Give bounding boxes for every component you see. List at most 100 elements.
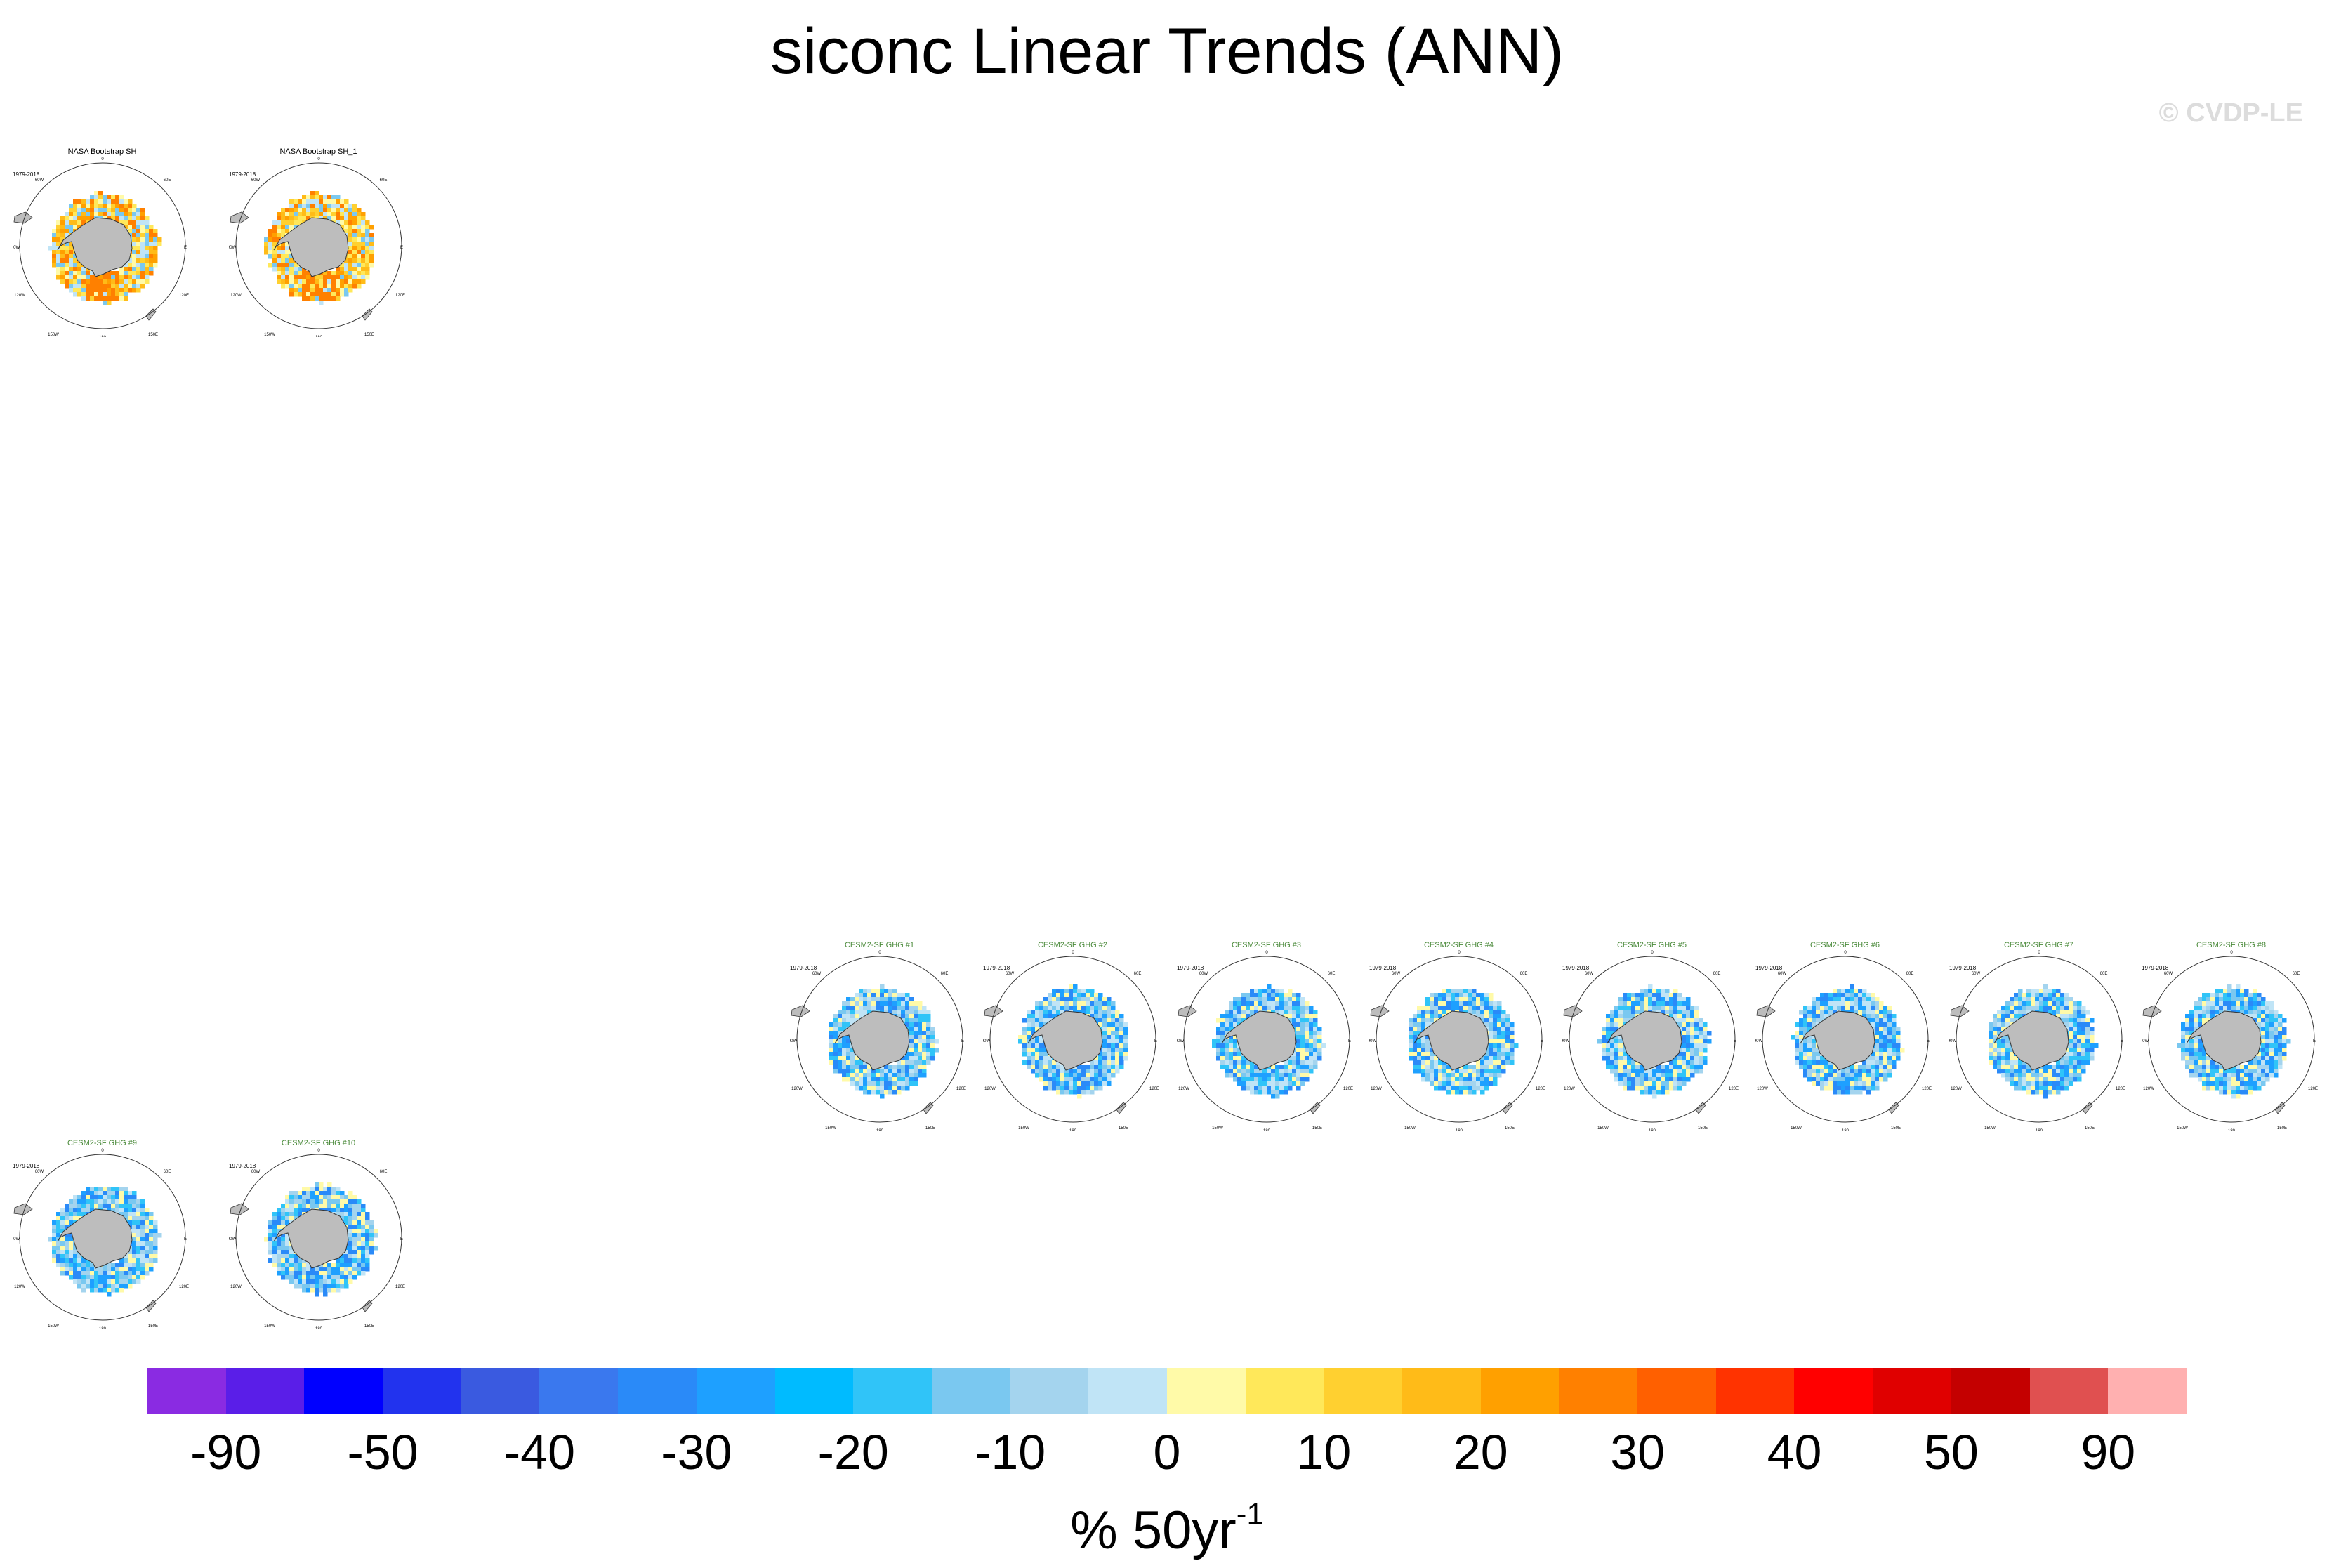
panel-title: CESM2-SF GHG #4 [1423,941,1494,949]
map-coord-label: 60E [2100,972,2108,976]
map-coord-label: 90W [229,1237,237,1241]
map-coord-label: 180 [99,336,107,337]
antarctica-landmass [1800,1010,1875,1071]
colorbar-swatch [618,1368,697,1414]
map-coord-label: 60W [1199,972,1208,976]
map-coord-label: 150E [1505,1126,1515,1131]
south-america-landmass [791,1005,810,1017]
map-coord-label: 0 [878,951,881,955]
colorbar-tick-label: 20 [1453,1425,1508,1480]
colorbar-swatch [461,1368,540,1414]
antarctica-landmass [273,217,349,277]
map-coord-label: E [184,246,187,250]
map-coord-label: 180 [1842,1129,1850,1131]
map-coord-label: 0 [1458,951,1461,955]
map-coord-label: 180 [876,1129,884,1131]
colorbar-swatch [2108,1368,2187,1414]
colorbar-tick-label: 30 [1610,1425,1666,1480]
panel-title: CESM2-SF GHG #10 [281,1139,356,1147]
new-zealand-landmass [1695,1102,1706,1114]
map-coord-label: 60W [1006,972,1015,976]
map-panel: CESM2-SF GHG #7 1979-2018 0 180 90W E 60W 60E 12… [1949,941,2128,1131]
map-boundary [235,1154,402,1321]
map-boundary [2148,956,2315,1123]
panel-title: CESM2-SF GHG #2 [1037,941,1108,949]
map-coord-label: 150W [264,333,275,337]
new-zealand-landmass [1888,1102,1899,1114]
map-coord-label: 60E [941,972,949,976]
map-coord-label: 150W [264,1324,275,1329]
map-panel: CESM2-SF GHG #9 1979-2018 0 180 90W E 60W 60E 12… [13,1139,192,1329]
map-coord-label: 120E [1536,1087,1545,1091]
map-coord-label: E [1734,1039,1736,1043]
map-coord-label: 120E [395,294,405,298]
map-coord-label: 0 [1265,951,1268,955]
colorbar-swatch [383,1368,461,1414]
panel-period: 1979-2018 [13,171,40,178]
map-coord-label: 90W [1177,1039,1185,1043]
units-base: % 50yr [1070,1501,1237,1560]
panel-period: 1979-2018 [229,1163,256,1169]
map-panel: CESM2-SF GHG #1 1979-2018 0 180 90W E 60W 60E 12… [790,941,969,1131]
map-coord-label: 120W [1951,1087,1962,1091]
map-coord-label: 120W [2143,1087,2154,1091]
panel-title: CESM2-SF GHG #9 [67,1139,138,1147]
panel-period: 1979-2018 [1949,965,1977,971]
new-zealand-landmass [362,1300,373,1312]
map-panel: CESM2-SF GHG #3 1979-2018 0 180 90W E 60W 60E 12… [1177,941,1356,1131]
colorbar-tick-label: -90 [190,1425,262,1480]
colorbar-swatch [853,1368,932,1414]
colorbar-swatch [1637,1368,1716,1414]
panel-period: 1979-2018 [983,965,1010,971]
colorbar-swatch [1715,1368,1795,1414]
map-coord-label: E [1541,1039,1543,1043]
polar-map: 0 180 90W E 60W 60E 120W 120E 150W 150E [1369,951,1545,1131]
colorbar-tick-label: 50 [1923,1425,1979,1480]
panel-period: 1979-2018 [1562,965,1590,971]
map-coord-label: 120W [1564,1087,1575,1091]
map-coord-label: 150W [48,1324,59,1329]
map-coord-label: 90W [790,1039,798,1043]
map-coord-label: 150W [1597,1126,1609,1131]
map-panel: NASA Bootstrap SH 1979-2018 0 180 90W E 60W 60E… [13,147,192,337]
map-boundary [1376,956,1543,1123]
map-boundary [235,162,402,329]
map-coord-label: 90W [229,246,237,250]
map-coord-label: 150E [2277,1126,2287,1131]
colorbar-tick-label: 90 [2081,1425,2136,1480]
panel-title: CESM2-SF GHG #8 [2196,941,2267,949]
map-coord-label: 150W [1791,1126,1802,1131]
colorbar-swatch [1873,1368,1951,1414]
polar-map: 0 180 90W E 60W 60E 120W 120E 150W 150E [2142,951,2318,1131]
panel-period: 1979-2018 [1755,965,1783,971]
colorbar-ticks: -90 -50 -40 -30 -20 -10 0 10 20 30 40 50 90 [0,1424,2334,1487]
map-coord-label: 120E [956,1087,966,1091]
map-coord-label: 150W [1018,1126,1029,1131]
map-coord-label: 0 [1844,951,1847,955]
panel-title: NASA Bootstrap SH [67,147,137,156]
map-coord-label: 120W [230,1285,242,1289]
polar-map: 0 180 90W E 60W 60E 120W 120E 150W 150E [1562,951,1739,1131]
map-coord-label: 150E [364,1324,374,1329]
map-coord-label: 120E [395,1285,405,1289]
colorbar-swatch [225,1368,305,1414]
map-coord-label: 180 [1069,1129,1077,1131]
colorbar-tick-label: 0 [1153,1425,1181,1480]
polar-map: 0 180 90W E 60W 60E 120W 120E 150W 150E [13,157,189,337]
map-coord-label: 0 [1651,951,1654,955]
map-coord-label: 90W [1562,1039,1570,1043]
antarctica-landmass [2186,1010,2262,1071]
map-coord-label: 90W [1755,1039,1763,1043]
polar-map: 0 180 90W E 60W 60E 120W 120E 150W 150E [983,951,1159,1131]
colorbar-swatch [696,1368,775,1414]
colorbar-units: % 50yr-1 [0,1483,2334,1562]
map-coord-label: 120W [984,1087,996,1091]
map-boundary [989,956,1156,1123]
antarctica-landmass [273,1208,349,1269]
new-zealand-landmass [1310,1102,1321,1114]
map-coord-label: 120E [1922,1087,1932,1091]
map-coord-label: 90W [983,1039,991,1043]
panel-title: CESM2-SF GHG #3 [1231,941,1302,949]
map-coord-label: E [1348,1039,1351,1043]
map-panel: CESM2-SF GHG #6 1979-2018 0 180 90W E 60W 60E 12… [1755,941,1934,1131]
